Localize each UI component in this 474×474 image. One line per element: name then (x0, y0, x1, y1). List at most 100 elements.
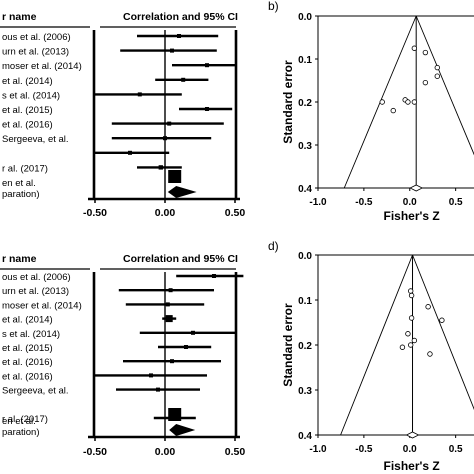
funnel-x-tick-label: 0.5 (449, 197, 463, 208)
funnel-x-tick-label: 0.0 (403, 197, 417, 208)
forest-study-label: ous et al. (2006) (2, 32, 71, 43)
funnel-right-limit (412, 254, 474, 411)
funnel-study-point (422, 49, 429, 56)
funnel-plot-b: b) 0.0 0.1 0.2 0.3 0.4 -1.0 -0.5 0.0 0.5 Fisher's … (268, 0, 474, 223)
forest-study-label: et al. (2014) (2, 76, 53, 87)
funnel-x-tick-label: 0.0 (403, 444, 417, 455)
forest-plot-c: r name Correlation and 95% CI ous et al. (… (0, 253, 245, 458)
forest-x-tick-label: 0.50 (225, 446, 246, 458)
funnel-y-axis-label: Standard error (281, 60, 295, 144)
forest-effect-square (168, 288, 173, 293)
funnel-study-point (434, 73, 440, 79)
forest-effect-square (165, 302, 170, 307)
forest-study-label: et al. (2016) (2, 357, 53, 368)
funnel-x-tick-label: -1.0 (309, 444, 327, 455)
funnel-y-tick-label: 0.1 (298, 55, 312, 66)
forest-study-label: ous et al. (2006) (2, 272, 71, 283)
forest-effect-square (163, 136, 167, 141)
forest-study-label: s et al. (2014) (2, 329, 60, 340)
forest-effect-square (165, 315, 173, 323)
funnel-x-tick-label: -0.5 (355, 197, 373, 208)
forest-x-tick-label: 0.50 (225, 207, 246, 219)
panel-label: d) (268, 239, 279, 253)
funnel-study-point (408, 315, 415, 321)
funnel-y-tick-label: 0.3 (298, 386, 312, 397)
forest-effect-square (158, 165, 163, 170)
forest-pooled-label: en et al. (2, 416, 36, 427)
forest-effect-square (205, 63, 209, 68)
forest-study-label: s et al. (2014) (2, 90, 60, 101)
funnel-pooled-diamond (405, 431, 420, 439)
forest-study-label: moser et al. (2014) (2, 61, 82, 72)
forest-effect-square (212, 274, 216, 278)
funnel-y-tick-label: 0.4 (298, 184, 312, 195)
funnel-study-point (411, 337, 418, 344)
forest-effect-square (128, 150, 132, 155)
forest-effect-square (205, 107, 209, 111)
forest-study-label: urn et al. (2013) (2, 286, 69, 297)
funnel-y-tick-label: 0.0 (298, 251, 312, 262)
forest-effect-square (137, 92, 142, 97)
funnel-left-limit (340, 254, 413, 436)
funnel-x-tick-label: -1.0 (309, 197, 327, 208)
funnel-y-tick-label: 0.2 (298, 98, 312, 109)
forest-study-label: Sergeeva, et al. (2, 386, 69, 397)
funnel-study-point (439, 317, 445, 323)
forest-pooled-label: en et al. (2, 178, 36, 189)
funnel-study-point (399, 344, 406, 350)
forest-pooled-label: paration) (2, 427, 40, 438)
funnel-study-point (407, 288, 414, 294)
funnel-study-point (405, 331, 411, 337)
forest-x-tick-label: 0.00 (155, 207, 176, 219)
forest-x-tick-label: -0.50 (83, 446, 107, 458)
forest-pooled-label: paration) (2, 189, 40, 200)
forest-pooled-diamond (169, 424, 196, 436)
funnel-x-tick-label: -0.5 (355, 444, 373, 455)
funnel-study-point (425, 304, 431, 310)
funnel-study-point (411, 45, 418, 51)
funnel-study-point (422, 79, 429, 86)
forest-study-label: et al. (2015) (2, 105, 53, 116)
forest-effect-square (181, 77, 186, 82)
funnel-pooled-diamond (409, 184, 424, 192)
forest-effect-square (184, 345, 188, 349)
forest-effect-square (177, 34, 181, 38)
forest-header-ci: Correlation and 95% CI (123, 11, 238, 23)
funnel-study-point (407, 342, 414, 348)
forest-x-tick-label: -0.50 (83, 207, 107, 219)
forest-weight-square (168, 170, 182, 183)
forest-effect-square (170, 359, 174, 364)
funnel-y-tick-label: 0.0 (298, 12, 312, 23)
funnel-y-axis-label: Standard error (281, 303, 295, 387)
forest-x-tick-label: 0.00 (155, 446, 176, 458)
forest-header-ci: Correlation and 95% CI (123, 253, 238, 265)
funnel-x-axis-label: Fisher's Z (383, 459, 439, 473)
funnel-study-point (390, 107, 396, 114)
panel-label: b) (268, 0, 279, 13)
funnel-study-point (434, 64, 440, 71)
forest-study-label: Sergeeva, et al. (2, 134, 69, 145)
forest-study-label: et al. (2016) (2, 120, 53, 131)
forest-study-label: et al. (2016) (2, 371, 53, 382)
forest-study-label: r al. (2017) (2, 163, 48, 174)
funnel-study-point (427, 351, 433, 357)
forest-header-study-name: r name (2, 253, 37, 265)
funnel-x-axis-label: Fisher's Z (383, 209, 439, 223)
funnel-study-point (379, 99, 385, 105)
forest-pooled-diamond (167, 186, 197, 198)
forest-effect-square (170, 48, 174, 53)
forest-effect-square (156, 387, 160, 392)
funnel-study-point (408, 292, 415, 299)
funnel-study-point (411, 99, 418, 105)
funnel-y-tick-label: 0.2 (298, 341, 312, 352)
forest-effect-square (191, 330, 195, 335)
forest-plot-a: r name Correlation and 95% CI ous et al. (… (0, 11, 245, 219)
forest-study-label: r al. (2017) (2, 414, 48, 425)
forest-effect-square (149, 373, 153, 378)
funnel-y-tick-label: 0.1 (298, 296, 312, 307)
forest-effect-square (167, 121, 172, 126)
forest-study-label: moser et al. (2014) (2, 300, 82, 311)
forest-study-label: urn et al. (2013) (2, 47, 69, 58)
forest-header-study-name: r name (2, 11, 37, 23)
